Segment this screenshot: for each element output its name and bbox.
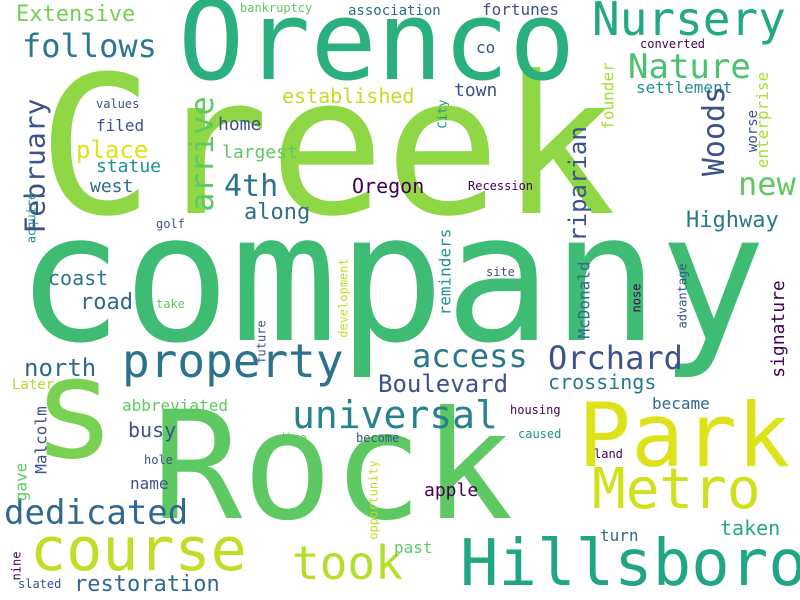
word-association: association	[348, 3, 441, 19]
word-property: property	[122, 334, 344, 388]
word-nature: Nature	[628, 47, 751, 87]
word-site: site	[486, 265, 515, 279]
word-coast: coast	[48, 266, 109, 290]
word-name: name	[130, 474, 169, 493]
word-orchard: Orchard	[548, 339, 683, 377]
word-established: established	[282, 84, 415, 108]
word-converted: converted	[640, 37, 706, 51]
word-housing: housing	[510, 403, 561, 417]
word-town: town	[454, 80, 498, 101]
word-advantage: advantage	[675, 263, 690, 329]
word-took: took	[292, 536, 403, 590]
word-settlement: settlement	[636, 78, 733, 97]
word-city: City	[435, 99, 450, 129]
word-acquire: acquire	[24, 192, 39, 244]
word-company: company	[16, 175, 767, 382]
word-worse: worse	[745, 109, 762, 153]
word-woods: Woods	[697, 85, 733, 177]
word-slated: slated	[18, 577, 62, 591]
word-taken: taken	[720, 516, 781, 540]
word-along: along	[244, 200, 311, 225]
word-park: Park	[578, 384, 790, 487]
word-place: place	[76, 136, 149, 164]
word-development: development	[336, 258, 351, 338]
word-became: became	[652, 394, 710, 413]
word-new: new	[738, 165, 796, 203]
word-busy: busy	[128, 418, 177, 442]
word-malcolm: Malcolm	[31, 406, 51, 474]
word-hillsboro: Hillsboro	[460, 527, 800, 600]
word-arrive: arrive	[182, 96, 221, 212]
word-universal: universal	[292, 393, 498, 437]
word-crossings: crossings	[548, 370, 657, 394]
word-home: home	[218, 114, 262, 135]
word-metro: Metro	[592, 457, 761, 522]
word-s: s	[32, 328, 117, 491]
word-take: take	[156, 297, 185, 311]
word-co: co	[476, 38, 496, 57]
word-mcdonald: McDonald	[574, 261, 594, 339]
word-become: become	[356, 431, 400, 445]
word-past: past	[394, 538, 433, 557]
word-statue: statue	[96, 156, 162, 177]
word-orenco: Orenco	[178, 0, 576, 105]
word-extensive: Extensive	[16, 2, 136, 27]
word-oregon: Oregon	[352, 174, 425, 198]
word-west: west	[90, 176, 134, 197]
word-signature: signature	[767, 280, 789, 378]
word-access: access	[412, 337, 528, 375]
word-highway: Highway	[686, 208, 779, 233]
word-boulevard: Boulevard	[378, 370, 509, 398]
word-largest: largest	[222, 142, 298, 163]
word-riparian: riparian	[563, 126, 592, 242]
word-creek: Creek	[38, 36, 616, 259]
word-future: future	[254, 320, 269, 364]
word-values: values	[96, 97, 140, 111]
word-later: Later	[12, 377, 55, 393]
word-nine: nine	[9, 551, 24, 581]
word-founder: founder	[598, 62, 618, 130]
word-apple: apple	[424, 480, 479, 501]
word-turn: turn	[600, 526, 639, 545]
word-caused: caused	[518, 427, 562, 441]
word-road: road	[80, 290, 133, 315]
word-fourth: 4th	[224, 169, 279, 204]
word-fortunes: fortunes	[482, 0, 560, 19]
word-hole: hole	[144, 453, 173, 467]
word-dive: dive	[278, 431, 307, 445]
word-rock: Rock	[152, 380, 514, 554]
word-recession: Recession	[468, 179, 534, 193]
word-course: course	[30, 515, 247, 585]
word-follows: follows	[22, 27, 157, 65]
word-restoration: restoration	[74, 572, 220, 597]
word-opportunity: opportunity	[366, 460, 381, 540]
word-reminders: reminders	[435, 228, 455, 316]
word-golf: golf	[156, 217, 185, 231]
word-north: north	[24, 354, 97, 382]
word-land: land	[594, 447, 623, 461]
word-gave: gave	[11, 462, 31, 502]
word-abbreviated: abbreviated	[122, 396, 228, 415]
word-nose: nose	[629, 283, 644, 313]
word-filed: filed	[96, 116, 145, 135]
word-dedicated: dedicated	[4, 493, 189, 533]
word-nursery: Nursery	[592, 0, 786, 46]
word-bankruptcy: bankruptcy	[240, 1, 313, 15]
